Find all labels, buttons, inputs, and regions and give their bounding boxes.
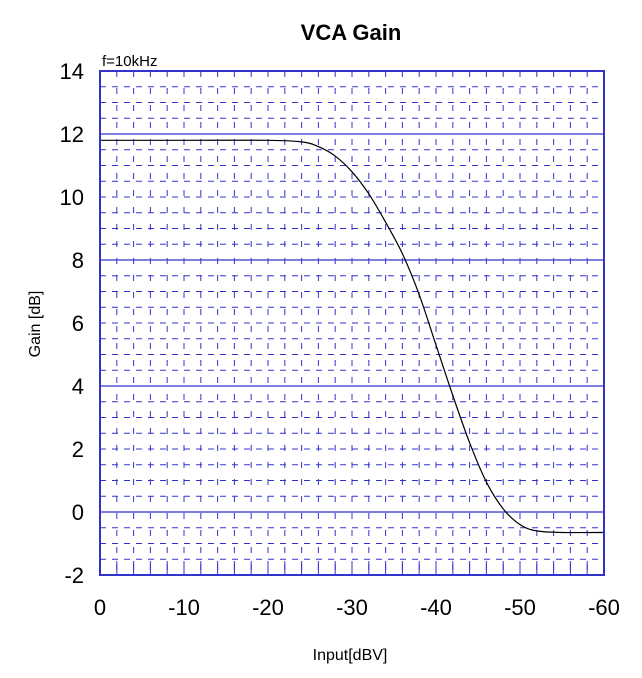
x-tick-label: -50 xyxy=(504,595,536,620)
x-tick-label: -30 xyxy=(336,595,368,620)
x-axis-label: Input[dBV] xyxy=(313,647,388,664)
y-tick-label: 0 xyxy=(72,500,84,525)
y-tick-label: 12 xyxy=(60,122,84,147)
grid xyxy=(99,70,605,576)
y-tick-label: -2 xyxy=(64,563,84,588)
y-axis-label: Gain [dB] xyxy=(27,291,44,358)
x-tick-label: -40 xyxy=(420,595,452,620)
chart-title: VCA Gain xyxy=(301,20,402,45)
y-tick-label: 14 xyxy=(60,59,84,84)
y-tick-label: 2 xyxy=(72,437,84,462)
x-tick-label: -60 xyxy=(588,595,620,620)
x-tick-label: -20 xyxy=(252,595,284,620)
y-tick-label: 8 xyxy=(72,248,84,273)
gain-curve xyxy=(99,139,605,534)
y-tick-label: 6 xyxy=(72,311,84,336)
plot-frame xyxy=(99,70,605,576)
frequency-annotation: f=10kHz xyxy=(102,53,157,70)
x-tick-label: 0 xyxy=(94,595,106,620)
y-tick-label: 4 xyxy=(72,374,84,399)
x-tick-label: -10 xyxy=(168,595,200,620)
y-tick-label: 10 xyxy=(60,185,84,210)
tick-labels: 0 -10 -20 -30 -40 -50 -60 14 12 10 8 6 4 2 0 -2 xyxy=(60,59,620,620)
